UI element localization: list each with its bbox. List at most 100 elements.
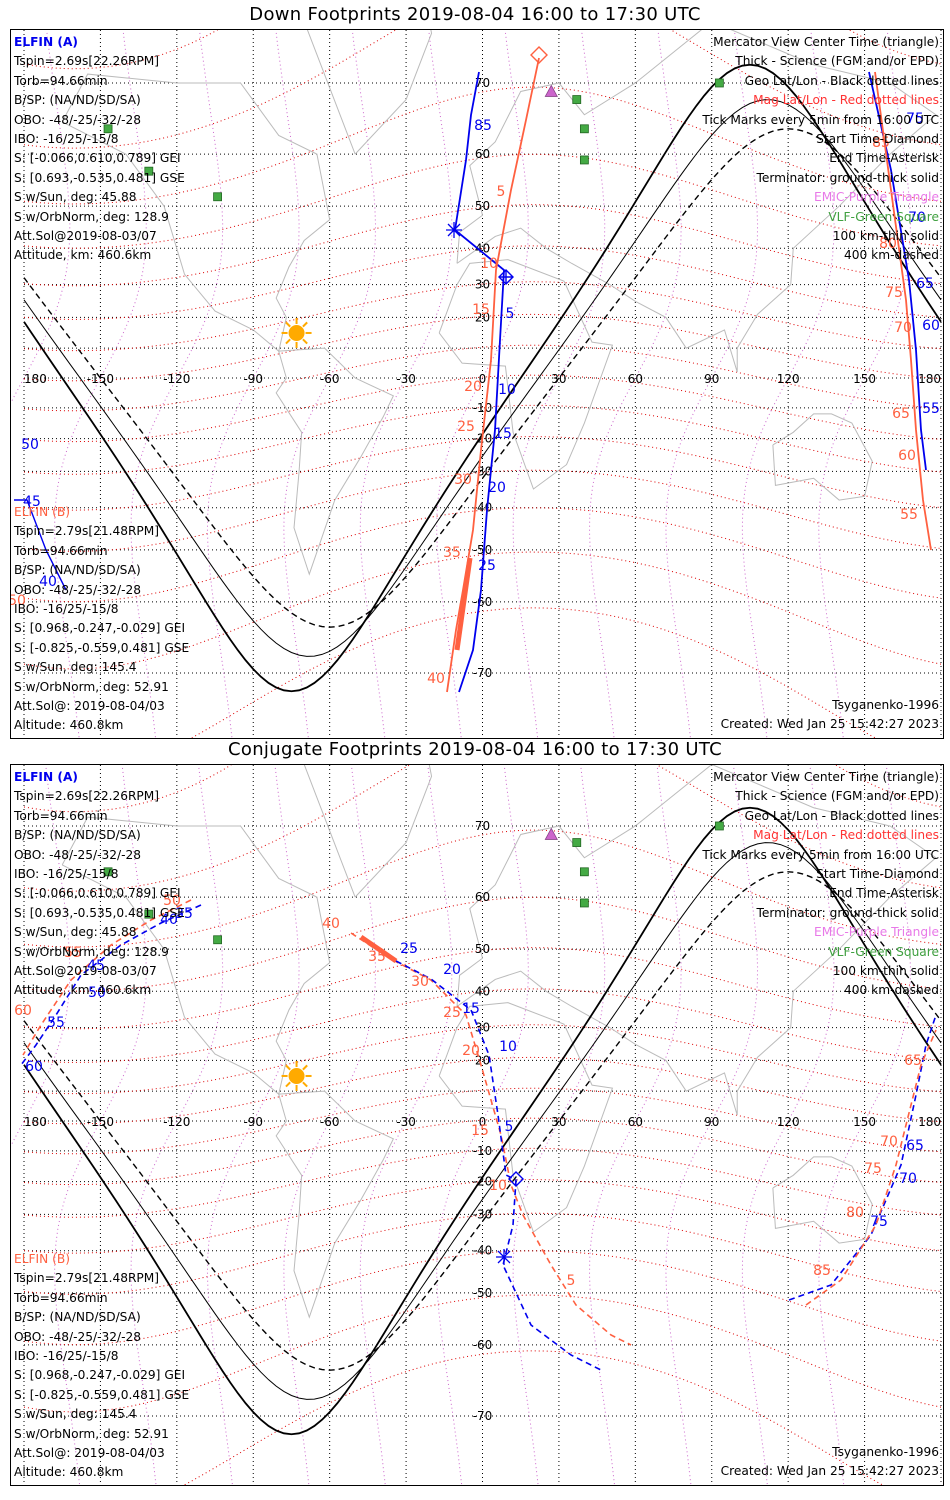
tick-label: 85	[474, 118, 492, 134]
coastline	[438, 1002, 614, 1233]
elfin-a-info: ELFIN (A) Tspin=2.69s[22.26RPM] Torb=94.…	[14, 33, 185, 266]
tick-label: 10	[499, 1039, 517, 1055]
mag-lat-line	[23, 829, 942, 948]
tick-label: 25	[478, 558, 496, 574]
lat-label: -70	[473, 1409, 493, 1423]
tick-label: 60	[922, 318, 940, 334]
lon-label: 180	[918, 1115, 941, 1129]
vlf-square	[579, 867, 589, 877]
lon-label: 60	[628, 1115, 643, 1129]
vlf-square	[579, 124, 589, 134]
lat-label: 50	[475, 199, 490, 213]
tick-label: 20	[462, 1043, 480, 1059]
lat-label: -60	[473, 595, 493, 609]
tick-label: 70	[908, 210, 926, 226]
panel-1-title: Down Footprints 2019-08-04 16:00 to 17:3…	[249, 4, 701, 25]
elfin-b-line: OBO: -48/-25/-32/-28	[14, 1329, 142, 1344]
tick-label: 35	[175, 906, 193, 922]
sun-disc	[288, 1067, 305, 1084]
start-diamond	[530, 46, 548, 64]
terminator-100km	[23, 842, 942, 1400]
legend-item: 100 km-thin solid	[832, 964, 939, 979]
mag-lat-line	[23, 86, 942, 205]
tick-label: 5	[505, 1119, 514, 1135]
tick-label: 70	[894, 320, 912, 336]
emic-triangle	[544, 84, 558, 97]
lon-label: -90	[243, 1115, 263, 1129]
sun-ray	[285, 1064, 291, 1071]
legend-item: 100 km-thin solid	[832, 229, 939, 244]
tick-label: 40	[322, 916, 340, 932]
lat-label: -10	[473, 401, 493, 415]
elfin-b-line: Att.Sol@: 2019-08-04/03	[14, 1446, 165, 1461]
conjugate-footprints-map: 180 -150 -120 -90 -60 -30 0 30 60 90 120 150 180 70 60…	[10, 764, 944, 1486]
elfin-a-line: Attitude, km: 460.6km	[14, 248, 152, 263]
legend-item: Thick - Science (FGM and/or EPD)	[735, 789, 939, 804]
tick-label: 50	[21, 437, 39, 453]
elfin-a-track	[395, 960, 602, 1371]
elfin-b-science	[359, 934, 398, 964]
tick-label: 5	[567, 1273, 576, 1289]
coastline	[275, 347, 395, 576]
legend-item: Geo Lat/Lon - Black dotted lines	[744, 73, 939, 88]
elfin-a-line: Tspin=2.69s[22.26RPM]	[14, 54, 160, 69]
mag-lat-line	[23, 313, 942, 382]
elfin-a-line: B/SP: (NA/ND/SD/SA)	[14, 828, 141, 843]
tick-label: 5	[497, 184, 506, 200]
elfin-a-line: Att.Sol@2019-08-03/07	[14, 229, 157, 244]
lat-label: -40	[473, 1244, 493, 1258]
legend-item: Thick - Science (FGM and/or EPD)	[735, 54, 939, 69]
lon-label: 180	[24, 372, 47, 386]
map-footer-conj: Tsyganenko-1996 Created: Wed Jan 25 15:4…	[721, 1443, 939, 1482]
start-diamond	[508, 1171, 524, 1187]
tick-label: 55	[47, 1015, 65, 1031]
tick-label: 30	[454, 472, 472, 488]
mag-lat-line	[23, 551, 942, 670]
legend-item: EMIC-Purple Triangle	[814, 190, 939, 205]
tick-label: 25	[457, 419, 475, 435]
elfin-b-line: IBO: -16/25/-15/8	[14, 1349, 119, 1364]
elfin-a-line: Attitude, km: 460.6km	[14, 983, 152, 998]
vlf-square	[714, 821, 724, 831]
elfin-b-track	[805, 1029, 937, 1306]
elfin-a-track	[868, 71, 927, 471]
lon-label: 0	[479, 372, 487, 386]
elfin-b-line: S: [0.968,-0.247,-0.029] GEI	[14, 1368, 186, 1383]
legend-item: Start Time-Diamond	[816, 867, 939, 882]
terminator-ground	[23, 806, 942, 1436]
end-asterisk	[496, 1249, 512, 1265]
lat-label: 20	[475, 1053, 490, 1067]
tick-label: 30	[411, 974, 429, 990]
lon-label: -120	[163, 372, 190, 386]
mag-lat-line	[23, 1087, 942, 1155]
elfin-b-line: B/SP: (NA/ND/SD/SA)	[14, 1310, 141, 1325]
terminator-400km	[23, 128, 942, 628]
tick-label: 15	[471, 1123, 489, 1139]
elfin-b-track	[446, 57, 540, 693]
coastline	[456, 30, 937, 373]
tick-label: 50	[163, 893, 181, 909]
mag-lat-line	[23, 404, 942, 475]
legend-item: 400 km-dashed	[844, 248, 939, 263]
lat-label: -10	[473, 1144, 493, 1158]
legend-item: End Time-Asterisk	[829, 151, 939, 166]
tick-label: 10	[480, 256, 498, 272]
lat-label: 60	[475, 147, 490, 161]
lat-label: -70	[473, 666, 493, 680]
elfin-a-track	[788, 1014, 937, 1301]
lon-label: -60	[320, 372, 340, 386]
mag-lat-line	[23, 988, 942, 1063]
elfin-b-line: IBO: -16/25/-15/8	[14, 602, 119, 617]
legend-item: Mercator View Center Time (triangle)	[713, 770, 939, 784]
tick-label: 15	[462, 1001, 480, 1017]
elfin-b-line: S w/OrbNorm, deg: 52.91	[14, 679, 169, 694]
legend-item: Start Time-Diamond	[816, 132, 939, 147]
lon-label: -120	[163, 1115, 190, 1129]
elfin-a-line: S: [-0.066,0.610,0.789] GEI	[14, 151, 181, 166]
map-legend-conj: Mercator View Center Time (triangle) Thi…	[702, 768, 939, 1001]
coastline	[772, 1156, 873, 1244]
start-diamond	[498, 269, 514, 285]
coastline	[61, 816, 331, 1096]
tick-label: 20	[464, 379, 482, 395]
tick-label: 40	[427, 671, 445, 687]
